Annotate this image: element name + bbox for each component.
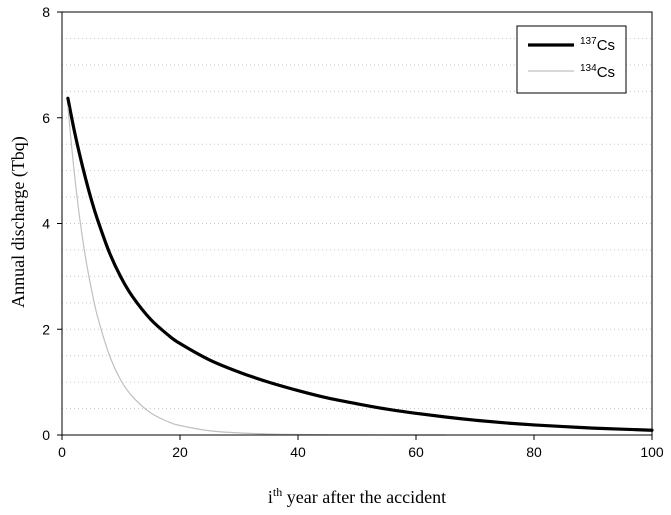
- x-tick-label: 40: [290, 444, 306, 460]
- axis-ticks: 0 20 40 60 80 100 0 2 4 6 8: [42, 4, 664, 460]
- series-line-137cs: [66, 96, 654, 432]
- legend: 137Cs 134Cs: [516, 25, 627, 94]
- legend-base-134cs: Cs: [597, 64, 615, 81]
- y-tick-label: 4: [42, 216, 50, 232]
- legend-sup-137cs: 137: [580, 36, 597, 47]
- x-axis-title-sup: th: [273, 485, 282, 499]
- x-tick-label: 100: [640, 444, 664, 460]
- legend-label-134cs: 134Cs: [580, 63, 615, 81]
- x-tick-label: 20: [172, 444, 188, 460]
- x-tick-label: 80: [526, 444, 542, 460]
- x-tick-label: 0: [58, 444, 66, 460]
- y-tick-label: 0: [42, 427, 50, 443]
- y-tick-label: 6: [42, 110, 50, 126]
- x-tick-label: 60: [408, 444, 424, 460]
- legend-label-137cs: 137Cs: [580, 36, 615, 54]
- series-line-134cs: [67, 106, 447, 436]
- legend-base-137cs: Cs: [597, 37, 615, 54]
- y-tick-label: 2: [42, 321, 50, 337]
- legend-sup-134cs: 134: [580, 63, 597, 74]
- x-axis-title-rest: year after the accident: [282, 487, 446, 507]
- y-axis-title: Annual discharge (Tbq): [8, 136, 29, 308]
- x-axis-title-base: i: [268, 487, 273, 507]
- legend-box: [516, 25, 627, 94]
- gridlines: [62, 37, 652, 410]
- x-axis-title: ith year after the accident: [268, 485, 446, 507]
- y-tick-label: 8: [42, 4, 50, 20]
- series-lines: [66, 96, 654, 436]
